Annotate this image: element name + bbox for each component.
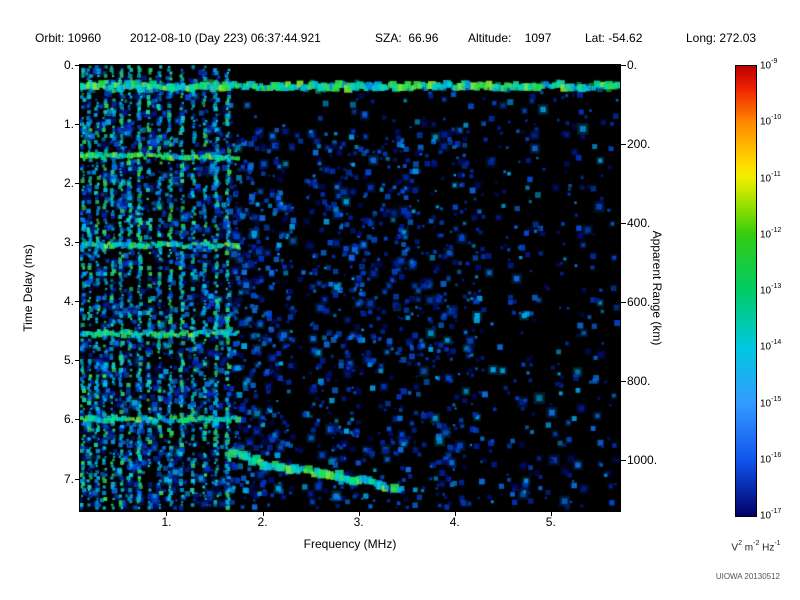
y-tick-mark-left: [75, 301, 80, 303]
x-tick-label: 2.: [257, 515, 268, 529]
colorbar-tick-label: 10-10: [760, 114, 782, 128]
y-tick-mark-left: [75, 65, 80, 66]
y-tick-label-right: 0.: [627, 58, 638, 72]
colorbar-tick-label: 10-16: [760, 451, 782, 466]
y-tick-mark-left: [75, 124, 80, 126]
y-tick-mark-right: [621, 459, 626, 461]
latitude-field: Lat: -54.62: [585, 31, 643, 45]
y-tick-label-right: 800.: [627, 373, 651, 388]
y-axis-label-left: Time Delay (ms): [21, 244, 35, 332]
y-tick-mark-left: [75, 242, 80, 244]
y-tick-mark-right: [621, 380, 626, 382]
y-tick-label-left: 5.: [63, 353, 74, 368]
longitude-field: Long: 272.03: [686, 31, 757, 45]
y-tick-label-left: 7.: [63, 471, 74, 486]
x-tick-mark: [454, 511, 456, 516]
y-tick-label-left: 4.: [63, 294, 74, 309]
y-tick-mark-left: [75, 360, 80, 362]
sza-field: SZA: 66.96: [375, 31, 439, 45]
y-tick-label-right: 400.: [627, 215, 651, 230]
x-tick-mark: [358, 511, 360, 516]
watermark: UIOWA 20130512: [715, 572, 780, 581]
y-tick-label-left: 0.: [63, 58, 74, 72]
x-tick-mark: [550, 511, 552, 516]
x-tick-label: 5.: [545, 515, 556, 529]
y-tick-mark-left: [75, 183, 80, 185]
y-axis-label-right: Apparent Range (km): [650, 230, 664, 346]
y-tick-mark-right: [621, 143, 626, 145]
y-tick-label-left: 2.: [63, 176, 74, 191]
colorbar-tick-label: 10-14: [760, 339, 782, 353]
colorbar-tick-label: 10-15: [760, 395, 782, 409]
y-tick-mark-right: [621, 222, 626, 224]
x-tick-label: 4.: [449, 515, 460, 529]
y-tick-label-right: 600.: [627, 294, 651, 309]
y-tick-label-left: 1.: [63, 117, 74, 132]
colorbar-tick-label: 10-12: [760, 226, 782, 241]
y-tick-label-right: 200.: [627, 136, 651, 151]
y-tick-mark-right: [621, 301, 626, 303]
datetime-field: 2012-08-10 (Day 223) 06:37:44.921: [130, 31, 321, 45]
colorbar-gradient: [736, 66, 756, 516]
y-tick-label-left: 6.: [63, 412, 74, 427]
altitude-field: Altitude: 1097: [468, 31, 552, 45]
x-tick-mark: [166, 511, 168, 516]
orbit-field: Orbit: 10960: [35, 31, 102, 45]
colorbar-tick-label: 10-11: [760, 170, 781, 184]
colorbar-units-label: V2 m-2 Hz-1: [731, 540, 781, 554]
x-axis-label: Frequency (MHz): [303, 537, 397, 551]
colorbar-tick-label: 10-9: [760, 58, 778, 72]
y-tick-label-left: 3.: [63, 235, 74, 250]
y-tick-mark-right: [621, 65, 626, 66]
x-tick-label: 1.: [161, 515, 172, 529]
x-tick-label: 3.: [353, 515, 364, 529]
colorbar-tick-label: 10-17: [760, 508, 782, 522]
y-tick-mark-left: [75, 419, 80, 421]
x-tick-mark: [262, 511, 264, 516]
y-tick-mark-left: [75, 478, 80, 480]
ionogram-heatmap-canvas: [80, 65, 620, 511]
y-tick-label-right: 1000.: [627, 452, 658, 467]
colorbar-frame: [735, 65, 757, 517]
colorbar-tick-label: 10-13: [760, 283, 782, 297]
